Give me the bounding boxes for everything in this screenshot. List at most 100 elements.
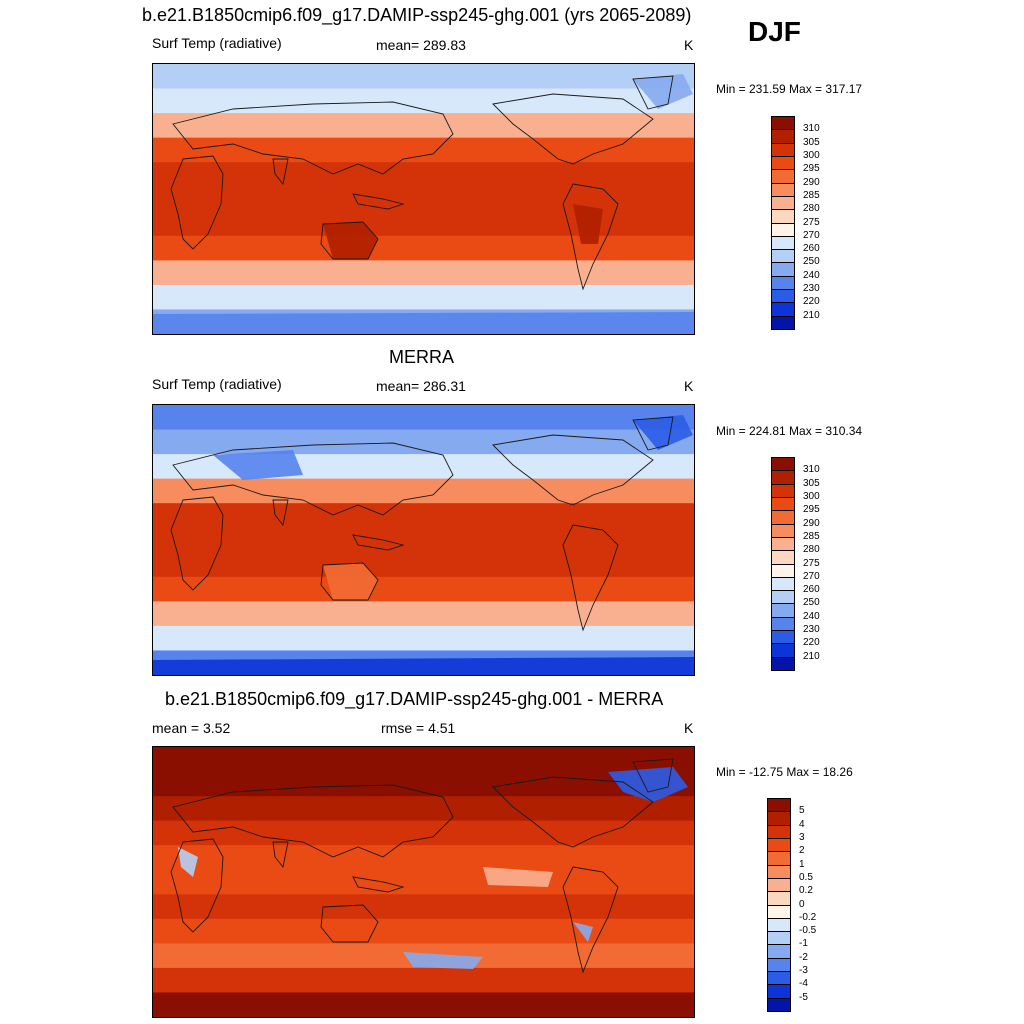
colorbar-label: 285 [803,189,820,201]
colorbar-swatch [767,864,791,879]
field-band [153,113,694,139]
colorbar-swatch [771,209,795,223]
colorbar-label: 310 [803,464,820,476]
colorbar-swatch [771,590,795,604]
field-band [153,992,694,1017]
colorbar-label: 0.2 [799,885,813,897]
field-band [153,186,694,213]
colorbar-label: 230 [803,283,820,295]
colorbar-label: 270 [803,570,820,582]
coastline [492,434,654,506]
colorbar-swatch [767,984,791,999]
colorbar-swatch [771,656,795,671]
difference-map [153,747,694,1017]
field-band [153,64,694,90]
colorbar-label: 275 [803,557,820,569]
field-band [153,162,694,188]
coastline [562,183,619,291]
colorbar-swatch [771,315,795,330]
variable-label: Surf Temp (radiative) [152,35,282,51]
colorbar-swatch [771,249,795,263]
coastline [320,904,379,943]
colorbar-label: 290 [803,176,820,188]
field-band [153,137,694,164]
colorbar-swatch [771,142,795,157]
colorbar-swatch [767,971,791,985]
map-plot [152,63,695,335]
field-band [153,601,694,627]
field-anomaly [213,450,303,480]
colorbar-swatch [771,643,795,658]
colorbar-swatch [767,877,791,892]
colorbar-label: 5 [799,805,805,817]
colorbar-swatch [767,917,791,932]
colorbar-swatch [767,798,791,812]
colorbar-label: 250 [803,597,820,609]
coastline [632,758,674,793]
colorbar-swatch [771,470,795,485]
coastline [352,876,405,893]
field-band [153,260,694,286]
colorbar-label: 250 [803,256,820,268]
colorbar-label: 280 [803,203,820,215]
coastline [632,75,674,110]
colorbar-swatch [771,289,795,303]
rmse-label: rmse = 4.51 [381,720,456,736]
colorbar-swatch [771,182,795,197]
field-band [153,625,694,652]
mean-label: mean= 289.83 [376,37,466,53]
unit-label: K [684,720,694,736]
minmax-label: Min = 224.81 Max = 310.34 [716,424,863,438]
colorbar-label: 230 [803,624,820,636]
colorbar-label: 300 [803,149,820,161]
colorbar: 310 305 300 295 290 285 280 275 270 260 250 240 230 2… [771,457,851,671]
coastline [320,562,379,601]
colorbar-label: 275 [803,216,820,228]
colorbar-swatch [767,944,791,959]
temperature-map [153,64,694,334]
colorbar-label: -0.5 [799,925,817,937]
field-band [153,820,694,847]
field-band [153,478,694,505]
coastline [562,866,619,974]
colorbar-label: 285 [803,530,820,542]
colorbar-swatch [771,616,795,631]
colorbar-swatch [767,811,791,826]
mean-label: mean = 3.52 [152,720,231,736]
field-band [153,576,694,603]
colorbar-label: 4 [799,818,805,830]
colorbar-swatch [767,997,791,1012]
colorbar-swatch [771,523,795,538]
panel-title: b.e21.B1850cmip6.f09_g17.DAMIP-ssp245-gh… [165,689,664,709]
coastline [632,416,674,451]
field-band [153,869,694,896]
colorbar-label: -5 [799,991,808,1003]
field-anomaly [403,952,483,969]
field-anomaly [323,222,378,259]
colorbar-swatch [767,891,791,905]
colorbar-swatch [771,457,795,471]
field-band [153,211,694,237]
colorbar-swatch [771,510,795,525]
colorbar-label: 2 [799,845,805,857]
coastline [320,221,379,260]
colorbar-swatch [771,483,795,498]
field-anomaly [153,657,694,675]
colorbar-label: 290 [803,517,820,529]
colorbar-swatch [771,116,795,130]
colorbar-swatch [771,235,795,250]
field-band [153,845,694,871]
season-label: DJF [748,16,801,47]
colorbar: 5 4 3 2 1 0.5 0.2 0 -0.2 -0.5 -1 -2 -3 -4 -5 [767,798,847,1012]
colorbar-swatch [767,931,791,945]
colorbar-label: 295 [803,504,820,516]
coastline [170,155,224,250]
colorbar-label: 210 [803,650,820,662]
colorbar-swatch [771,195,795,210]
colorbar-label: 280 [803,544,820,556]
coastline [352,193,405,210]
colorbar-swatch [771,262,795,277]
colorbar-label: 210 [803,309,820,321]
colorbar-swatch [771,550,795,564]
coastline [172,784,454,858]
